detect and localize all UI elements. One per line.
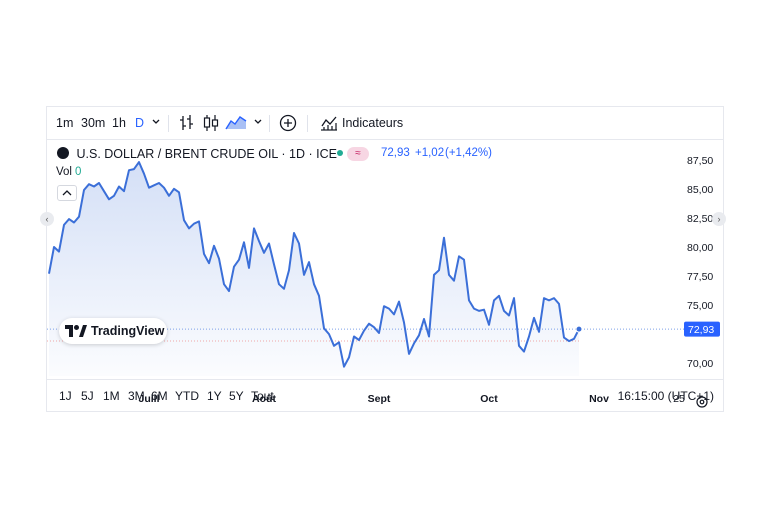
- timezone-clock[interactable]: 16:15:00 (UTC+1): [617, 389, 714, 403]
- symbol-title: U.S. DOLLAR / BRENT CRUDE OIL · 1D · ICE: [76, 147, 337, 161]
- range-5j[interactable]: 5J: [81, 389, 94, 403]
- range-1m[interactable]: 1M: [103, 389, 120, 403]
- range-all[interactable]: Tout: [251, 389, 274, 403]
- last-price-tag-label: 72,93: [688, 324, 714, 336]
- range-3m[interactable]: 3M: [128, 389, 145, 403]
- tradingview-logo[interactable]: TradingView: [59, 318, 167, 344]
- y-tick-label: 87,50: [687, 155, 713, 167]
- scroll-left-chevron-icon[interactable]: ‹: [40, 212, 54, 226]
- range-ytd[interactable]: YTD: [175, 389, 199, 403]
- interval-1h[interactable]: 1h: [112, 116, 126, 130]
- indicators-button[interactable]: Indicateurs: [342, 116, 404, 130]
- y-tick-label: 85,00: [687, 184, 713, 196]
- last-price-dot: [575, 325, 583, 333]
- market-open-dot-icon: [337, 150, 343, 156]
- x-tick-label: Oct: [480, 393, 498, 405]
- symbol-logo-icon: [57, 147, 69, 159]
- interval-1m[interactable]: 1m: [56, 116, 74, 130]
- area-chart-type-icon[interactable]: [225, 113, 247, 135]
- y-tick-label: 77,50: [687, 271, 713, 283]
- volume-value: 0: [75, 166, 82, 178]
- range-1j[interactable]: 1J: [59, 389, 72, 403]
- range-1y[interactable]: 1Y: [207, 389, 222, 403]
- indicators-icon[interactable]: [320, 114, 338, 136]
- chart-settings-gear-icon[interactable]: [696, 396, 708, 408]
- symbol-legend: U.S. DOLLAR / BRENT CRUDE OIL · 1D · ICE: [57, 147, 337, 161]
- toolbar-divider: [307, 115, 308, 132]
- volume-label: Vol: [56, 166, 72, 178]
- price-chart-plot[interactable]: 87,50 85,00 82,50 80,00 77,50 75,00 70,00 Juil…: [47, 140, 723, 412]
- chart-widget: 1m 30m 1h D Indicateurs: [40, 106, 726, 412]
- scroll-right-chevron-icon[interactable]: ›: [712, 212, 726, 226]
- x-tick-label: Août: [252, 393, 276, 405]
- chart-toolbar: 1m 30m 1h D Indicateurs: [47, 107, 723, 140]
- tradingview-brand-name: TradingView: [91, 324, 165, 338]
- legend-change-percent: (+1,42%): [445, 147, 492, 159]
- chevron-up-icon: [62, 190, 72, 196]
- x-tick-label: Juill: [138, 393, 159, 405]
- interval-30m[interactable]: 30m: [81, 116, 106, 130]
- delayed-data-badge[interactable]: ≈: [347, 147, 369, 161]
- last-price-tag: 72,93: [684, 321, 720, 337]
- y-tick-label: 70,00: [687, 358, 713, 370]
- toolbar-divider: [168, 115, 169, 132]
- y-tick-label: 80,00: [687, 242, 713, 254]
- interval-dropdown-chevron-icon[interactable]: [151, 114, 161, 134]
- toolbar-divider: [269, 115, 270, 132]
- price-line: [48, 161, 580, 368]
- price-area-fill: [49, 162, 579, 376]
- y-tick-label: 75,00: [687, 300, 713, 312]
- range-6m[interactable]: 6M: [151, 389, 168, 403]
- chart-type-dropdown-chevron-icon[interactable]: [253, 114, 263, 134]
- range-bar: 1J 5J 1M 3M 6M YTD 1Y 5Y Tout 16:15:00 (…: [47, 379, 723, 411]
- x-tick-label: Sept: [368, 393, 391, 405]
- range-5y[interactable]: 5Y: [229, 389, 244, 403]
- collapse-legend-button[interactable]: [57, 185, 77, 201]
- interval-d[interactable]: D: [135, 116, 145, 130]
- x-tick-label: 25: [673, 393, 685, 405]
- compare-add-icon[interactable]: [279, 114, 297, 136]
- legend-change: +1,02: [415, 147, 445, 159]
- tradingview-mark-icon: [65, 325, 87, 337]
- bar-chart-type-icon[interactable]: [179, 114, 195, 136]
- candlestick-chart-type-icon[interactable]: [203, 114, 219, 136]
- legend-price: 72,93: [381, 147, 410, 159]
- x-tick-label: Nov: [589, 393, 609, 405]
- y-tick-label: 82,50: [687, 213, 713, 225]
